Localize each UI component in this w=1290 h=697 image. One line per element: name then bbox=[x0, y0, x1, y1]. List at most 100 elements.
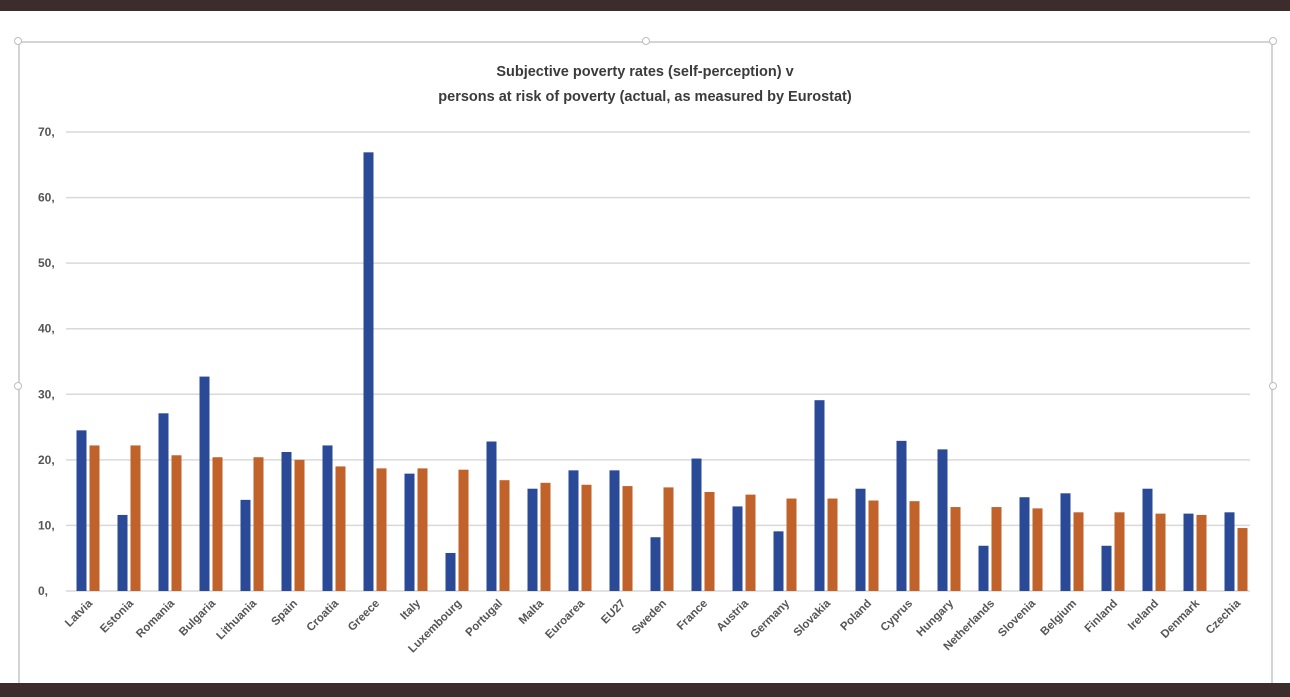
chart-title-line1: Subjective poverty rates (self-perceptio… bbox=[496, 64, 794, 80]
bar-at-risk bbox=[253, 457, 264, 591]
y-tick-label: 50, bbox=[38, 256, 55, 270]
x-tick-label: Portugal bbox=[464, 598, 505, 639]
x-tick-label: Estonia bbox=[98, 597, 136, 635]
bar-at-risk bbox=[1237, 528, 1248, 591]
bar-at-risk bbox=[130, 445, 141, 591]
bar-subjective bbox=[896, 440, 907, 591]
bar-at-risk bbox=[704, 491, 715, 591]
resize-handle-middle-right[interactable] bbox=[1269, 382, 1277, 390]
bar-subjective bbox=[814, 400, 825, 591]
bar-subjective bbox=[937, 449, 948, 591]
y-tick-label: 20, bbox=[38, 453, 55, 467]
y-tick-label: 40, bbox=[38, 322, 55, 336]
x-tick-label: Malta bbox=[517, 597, 547, 627]
y-tick-label: 10, bbox=[38, 518, 55, 532]
bar-subjective bbox=[732, 506, 743, 591]
bar-at-risk bbox=[417, 468, 428, 591]
bar-subjective bbox=[527, 488, 538, 591]
x-tick-label: Bulgaria bbox=[177, 597, 218, 638]
bar-at-risk bbox=[294, 459, 305, 591]
x-tick-label: Ireland bbox=[1126, 598, 1161, 633]
bar-at-risk bbox=[991, 507, 1002, 591]
resize-handle-top-middle[interactable] bbox=[642, 37, 650, 45]
bar-subjective bbox=[691, 458, 702, 591]
bar-subjective bbox=[281, 451, 292, 591]
chart-title-line2: persons at risk of poverty (actual, as m… bbox=[438, 89, 852, 105]
top-dark-bar bbox=[0, 0, 1290, 11]
bar-subjective bbox=[1224, 512, 1235, 591]
bar-subjective bbox=[650, 537, 661, 591]
bar-at-risk bbox=[868, 500, 879, 591]
bottom-dark-bar bbox=[0, 683, 1290, 697]
x-tick-label: Finland bbox=[1083, 598, 1120, 635]
x-tick-label: Lithuania bbox=[214, 597, 259, 642]
bar-at-risk bbox=[622, 486, 633, 591]
bar-subjective bbox=[609, 470, 620, 591]
bar-subjective bbox=[1060, 493, 1071, 591]
bar-subjective bbox=[1142, 488, 1153, 591]
resize-handle-top-right[interactable] bbox=[1269, 37, 1277, 45]
bars bbox=[76, 152, 1248, 591]
x-tick-label: Germany bbox=[748, 597, 792, 641]
bar-at-risk bbox=[786, 498, 797, 591]
resize-handle-middle-left[interactable] bbox=[14, 382, 22, 390]
bar-subjective bbox=[76, 430, 87, 591]
bar-subjective bbox=[486, 441, 497, 591]
bar-subjective bbox=[1183, 513, 1194, 591]
bar-at-risk bbox=[171, 455, 182, 591]
bar-at-risk bbox=[540, 482, 551, 591]
x-tick-label: Denmark bbox=[1159, 597, 1203, 641]
bar-chart: 0, 10, 20, 30, 40, 50, 60, 70, Latvia EstoniaRom… bbox=[38, 125, 1250, 655]
bar-subjective bbox=[199, 376, 210, 591]
bar-at-risk bbox=[663, 487, 674, 591]
bar-at-risk bbox=[212, 457, 223, 591]
bar-subjective bbox=[773, 531, 784, 591]
x-tick-label: Euroarea bbox=[543, 597, 587, 641]
y-axis-ticks: 0, 10, 20, 30, 40, 50, 60, 70, bbox=[38, 125, 55, 598]
bar-subjective bbox=[855, 488, 866, 591]
x-tick-label: Slovenia bbox=[996, 597, 1038, 639]
bar-subjective bbox=[404, 473, 415, 591]
bar-subjective bbox=[158, 413, 169, 591]
x-tick-label: Hungary bbox=[915, 597, 957, 639]
x-tick-label: Poland bbox=[839, 598, 875, 634]
bar-subjective bbox=[978, 545, 989, 591]
bar-at-risk bbox=[89, 445, 100, 591]
bar-at-risk bbox=[745, 494, 756, 591]
x-tick-label: Romania bbox=[134, 597, 177, 640]
bar-at-risk bbox=[1073, 512, 1084, 591]
bar-at-risk bbox=[499, 480, 510, 591]
bar-at-risk bbox=[335, 466, 346, 591]
bar-at-risk bbox=[950, 507, 961, 591]
y-tick-label: 30, bbox=[38, 387, 55, 401]
y-tick-label: 60, bbox=[38, 191, 55, 205]
y-tick-label: 0, bbox=[38, 584, 48, 598]
bar-at-risk bbox=[458, 469, 469, 591]
x-tick-label: Czechia bbox=[1204, 597, 1244, 637]
resize-handle-top-left[interactable] bbox=[14, 37, 22, 45]
x-tick-label: Spain bbox=[269, 598, 300, 629]
bar-subjective bbox=[445, 552, 456, 591]
x-tick-label: EU27 bbox=[599, 598, 628, 627]
x-tick-label: Croatia bbox=[305, 597, 342, 634]
bar-subjective bbox=[363, 152, 374, 591]
x-tick-label: Italy bbox=[398, 597, 423, 622]
bar-subjective bbox=[322, 445, 333, 591]
bar-at-risk bbox=[1155, 513, 1166, 591]
x-tick-label: Slovakia bbox=[792, 597, 834, 639]
bar-subjective bbox=[1019, 497, 1030, 591]
x-tick-label: Austria bbox=[715, 597, 752, 634]
bar-at-risk bbox=[1032, 508, 1043, 591]
x-tick-label: Greece bbox=[346, 598, 382, 634]
bar-subjective bbox=[1101, 545, 1112, 591]
chart-title: Subjective poverty rates (self-perceptio… bbox=[0, 60, 1290, 110]
bar-at-risk bbox=[376, 468, 387, 591]
x-tick-label: Belgium bbox=[1039, 598, 1080, 639]
x-tick-label: Cyprus bbox=[879, 598, 916, 635]
bar-subjective bbox=[240, 499, 251, 591]
bar-subjective bbox=[117, 514, 128, 591]
bar-at-risk bbox=[909, 501, 920, 591]
y-tick-label: 70, bbox=[38, 125, 55, 139]
x-tick-label: Latvia bbox=[63, 597, 95, 629]
